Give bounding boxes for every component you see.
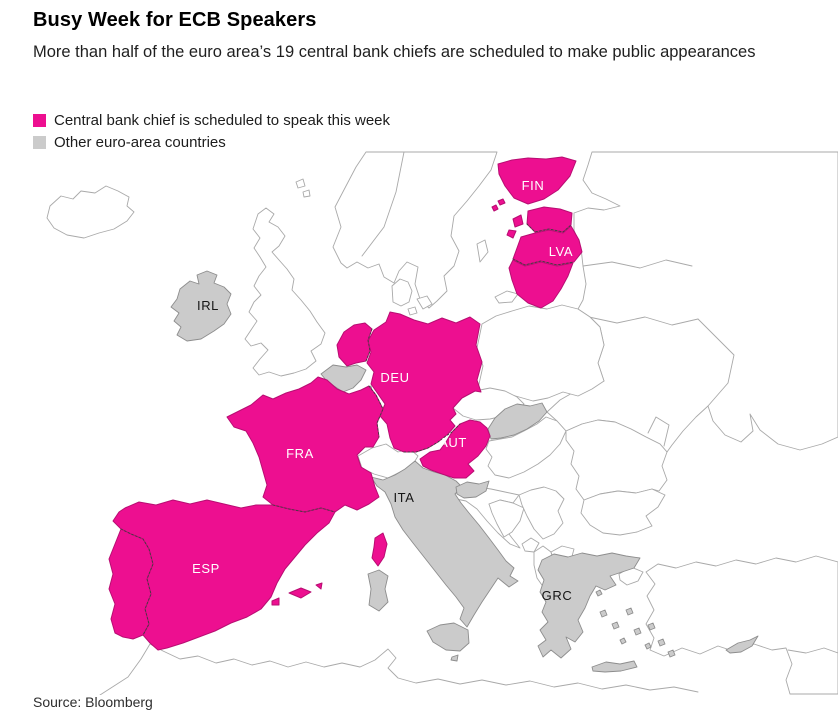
map-layer-non-euro (46, 151, 838, 695)
islands-orkney-shetland (295, 178, 311, 198)
country-estonia (526, 206, 573, 233)
chart-subtitle: More than half of the euro area’s 19 cen… (33, 43, 756, 61)
border-germany-austria (403, 423, 461, 453)
legend: Central bank chief is scheduled to speak… (33, 109, 390, 153)
europe-map: FIN LVA IRL DEU AUT FRA ITA ESP GRC (0, 150, 838, 695)
border-moldova (647, 416, 670, 447)
border-belarus-russia (582, 259, 693, 269)
legend-label-other: Other euro-area countries (54, 133, 226, 151)
islands-estonia (506, 214, 524, 239)
map-layer-euro-other (170, 270, 759, 673)
islands-aegean (595, 589, 676, 658)
island-crete (591, 660, 638, 673)
island-sicily (426, 622, 470, 652)
country-label-lva: LVA (549, 244, 573, 259)
coast-north-africa (99, 643, 699, 695)
country-iceland (46, 185, 135, 239)
country-poland (475, 304, 605, 402)
island-corsica (371, 532, 388, 567)
border-norway-sweden (361, 151, 405, 257)
country-ireland (170, 270, 232, 342)
source-note: Source: Bloomberg (33, 694, 153, 710)
country-united-kingdom (244, 207, 326, 377)
legend-swatch-other (33, 135, 46, 149)
island-sardinia (367, 569, 389, 612)
border-turkey-syria (787, 647, 838, 654)
border-estonia-latvia (526, 223, 572, 233)
border-france-spain (272, 504, 336, 513)
country-germany (366, 311, 483, 453)
country-eastern-europe (546, 151, 838, 453)
country-austria (419, 419, 491, 479)
country-slovenia (455, 480, 490, 499)
country-label-aut: AUT (439, 435, 467, 450)
border-russia-ukraine (697, 318, 735, 407)
country-turkey (645, 555, 838, 695)
page-title: Busy Week for ECB Speakers (33, 9, 317, 31)
country-latvia (512, 225, 583, 266)
country-label-esp: ESP (192, 561, 220, 576)
legend-label-speaker: Central bank chief is scheduled to speak… (54, 111, 391, 129)
border-spain-portugal (120, 528, 154, 636)
country-finland (497, 156, 577, 205)
country-label-irl: IRL (197, 298, 219, 313)
map-layer-speakers (108, 156, 583, 651)
country-romania (565, 419, 668, 501)
country-bulgaria (580, 488, 666, 536)
legend-item-speaker: Central bank chief is scheduled to speak… (33, 109, 390, 131)
islands-aland (491, 198, 506, 212)
country-label-ita: ITA (393, 490, 414, 505)
country-montenegro (521, 537, 540, 553)
island-gotland (476, 239, 489, 263)
country-slovakia (487, 402, 548, 440)
country-malta (450, 654, 459, 662)
country-portugal (108, 528, 154, 640)
country-hungary (485, 416, 567, 479)
border-belarus-ukraine (588, 316, 699, 326)
country-cyprus (725, 635, 759, 654)
country-bosnia (488, 499, 525, 538)
border-germany-netherlands (365, 328, 373, 362)
region-kaliningrad (494, 290, 519, 304)
country-label-deu: DEU (380, 370, 409, 385)
country-label-grc: GRC (542, 588, 573, 603)
legend-swatch-speaker (33, 113, 46, 127)
country-greece (537, 552, 641, 659)
country-denmark (391, 278, 433, 316)
country-norway-sweden (332, 151, 498, 309)
islands-balearic (271, 582, 323, 606)
country-france (226, 376, 384, 513)
country-label-fra: FRA (286, 446, 314, 461)
country-label-fin: FIN (522, 178, 545, 193)
country-italy (370, 460, 519, 628)
country-lithuania (508, 259, 574, 309)
chart-header: Busy Week for ECB Speakers More than hal… (33, 6, 813, 66)
country-serbia (518, 486, 565, 540)
border-france-germany (368, 385, 384, 438)
europe-map-svg: FIN LVA IRL DEU AUT FRA ITA ESP GRC (46, 151, 838, 695)
border-latvia-lithuania (512, 258, 575, 266)
legend-item-other: Other euro-area countries (33, 131, 390, 153)
map-labels: FIN LVA IRL DEU AUT FRA ITA ESP GRC (192, 178, 573, 603)
